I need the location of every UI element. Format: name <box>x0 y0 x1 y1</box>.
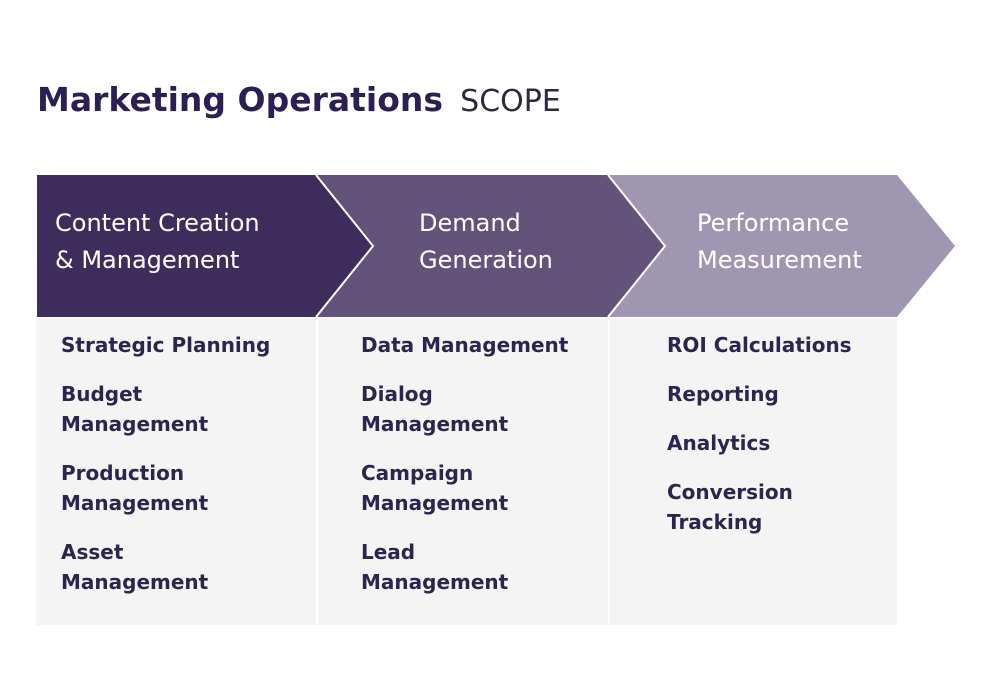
list-item: ROI Calculations <box>667 333 852 357</box>
stage-heading-demand-generation: Demand Generation <box>419 205 553 279</box>
list-item: Campaign Management <box>361 461 509 515</box>
stage-heading-line: Content Creation <box>55 209 260 237</box>
list-item: Data Management <box>361 333 569 357</box>
arrow-divider <box>607 174 667 318</box>
list-item: Lead Management <box>361 540 509 594</box>
list-item: Production Management <box>61 461 209 515</box>
arrow-performance-measurement <box>608 175 955 317</box>
item-list-content-creation: Strategic Planning Budget Management Prod… <box>61 330 270 616</box>
title-sub: SCOPE <box>460 84 561 119</box>
list-item: Conversion Tracking <box>667 480 793 534</box>
arrow-divider <box>315 174 375 318</box>
item-list-demand-generation: Data Management Dialog Management Campaig… <box>361 330 568 616</box>
list-item: Dialog Management <box>361 382 509 436</box>
panel-content-creation <box>36 318 316 625</box>
title-main: Marketing Operations <box>37 80 444 119</box>
panel-demand-generation <box>318 318 608 625</box>
panel-performance-measurement <box>610 318 897 625</box>
list-item: Analytics <box>667 431 771 455</box>
stage-heading-performance-measurement: Performance Measurement <box>697 205 862 279</box>
stage-heading-line: Generation <box>419 246 553 274</box>
stage-heading-line: Performance <box>697 209 850 237</box>
stage-heading-line: & Management <box>55 246 240 274</box>
stage-heading-line: Demand <box>419 209 521 237</box>
list-item: Asset Management <box>61 540 209 594</box>
stage-heading-line: Measurement <box>697 246 862 274</box>
list-item: Reporting <box>667 382 779 406</box>
list-item: Budget Management <box>61 382 209 436</box>
page-title: Marketing Operations SCOPE <box>37 74 561 128</box>
item-list-performance-measurement: ROI Calculations Reporting Analytics Con… <box>667 330 852 556</box>
list-item: Strategic Planning <box>61 333 271 357</box>
arrow-content-creation <box>37 175 373 317</box>
arrow-demand-generation <box>316 175 665 317</box>
stage-heading-content-creation: Content Creation & Management <box>55 205 260 279</box>
